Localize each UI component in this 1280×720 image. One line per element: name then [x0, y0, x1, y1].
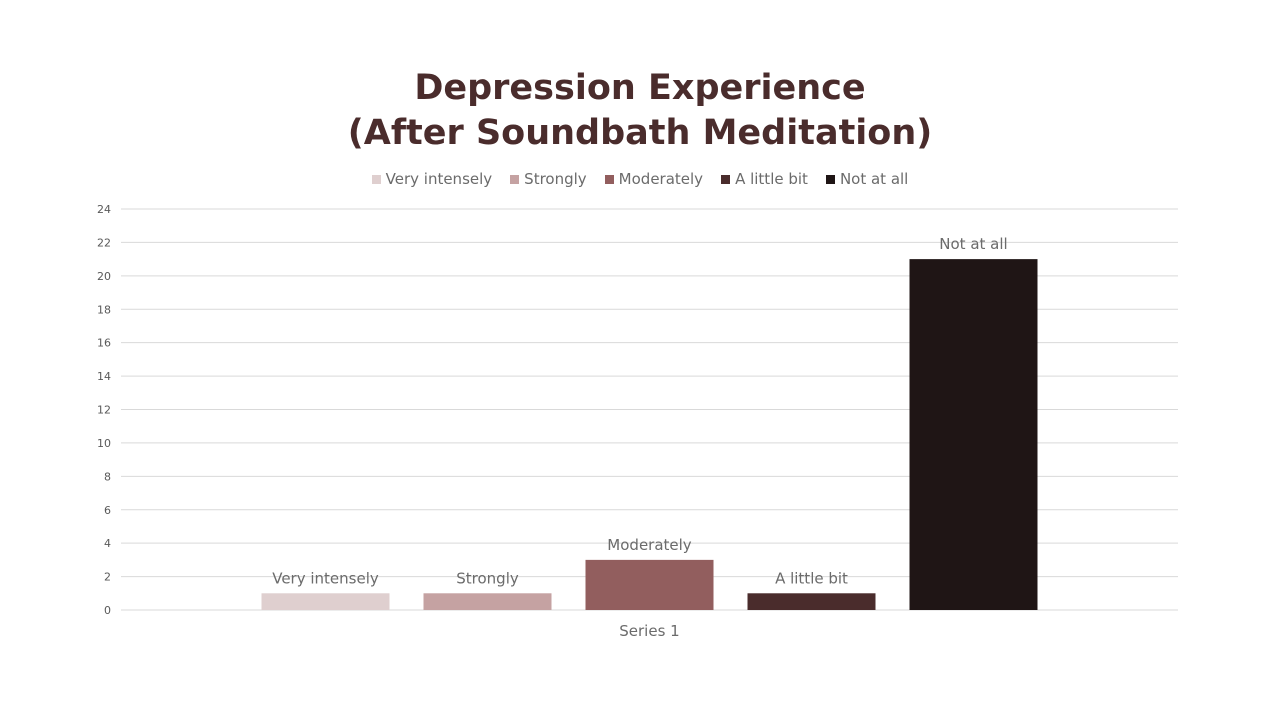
data-label: Not at all — [939, 235, 1007, 253]
y-tick-label: 0 — [104, 604, 111, 617]
data-label: Very intensely — [272, 569, 379, 587]
data-label: A little bit — [775, 569, 848, 587]
legend-item-a-little-bit: A little bit — [721, 170, 808, 188]
y-tick-label: 20 — [97, 270, 111, 283]
y-tick-label: 4 — [104, 537, 111, 550]
x-tick-label: Series 1 — [619, 622, 679, 640]
y-tick-label: 6 — [104, 504, 111, 517]
legend-item-not-at-all: Not at all — [825, 170, 909, 188]
y-tick-label: 10 — [97, 437, 111, 450]
legend-item-moderately: Moderately — [604, 170, 704, 188]
chart-title-line1: Depression Experience — [414, 68, 866, 108]
y-tick-label: 22 — [97, 236, 111, 249]
bar — [747, 593, 876, 610]
legend-swatch — [825, 174, 835, 184]
legend-item-strongly: Strongly — [510, 170, 587, 188]
y-tick-label: 12 — [97, 404, 111, 417]
y-tick-label: 14 — [97, 370, 111, 383]
bar — [261, 593, 390, 610]
y-tick-label: 24 — [97, 203, 111, 216]
legend-label: Very intensely — [385, 170, 493, 188]
chart-legend: Very intensely Strongly Moderately A lit… — [0, 170, 1280, 188]
data-label: Strongly — [456, 569, 519, 587]
y-tick-label: 8 — [104, 470, 111, 483]
y-tick-label: 2 — [104, 571, 111, 584]
legend-label: Not at all — [839, 170, 909, 188]
legend-label: A little bit — [735, 170, 808, 188]
bar — [909, 259, 1038, 610]
bar — [585, 559, 714, 610]
chart-title-line2: (After Soundbath Meditation) — [347, 113, 933, 153]
legend-swatch — [721, 174, 731, 184]
bar — [423, 593, 552, 610]
legend-item-very-intensely: Very intensely — [371, 170, 493, 188]
legend-swatch — [510, 174, 520, 184]
y-tick-label: 16 — [97, 337, 111, 350]
y-tick-label: 18 — [97, 303, 111, 316]
legend-swatch — [604, 174, 614, 184]
chart-title: Depression Experience (After Soundbath M… — [0, 66, 1280, 156]
legend-label: Strongly — [524, 170, 587, 188]
data-label: Moderately — [607, 536, 692, 554]
legend-label: Moderately — [618, 170, 704, 188]
legend-swatch — [371, 174, 381, 184]
